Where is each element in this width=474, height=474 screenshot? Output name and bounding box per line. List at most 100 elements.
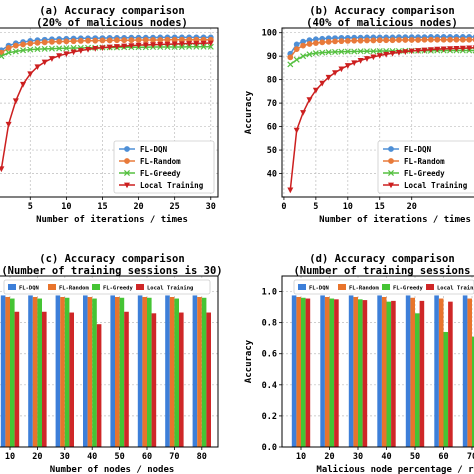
legend-marker-3 xyxy=(387,169,395,177)
bar-series-3 xyxy=(92,298,97,447)
series-2-point xyxy=(5,45,12,51)
series-4-point xyxy=(77,48,84,54)
bar-series-2 xyxy=(169,296,175,447)
series-3-point xyxy=(325,49,332,56)
y-tick-label: 80 xyxy=(267,76,277,86)
y-tick-label: 70 xyxy=(267,99,277,109)
bar-series-1 xyxy=(110,295,115,447)
legend-entry-4: Local Training xyxy=(147,286,193,292)
bar-series-2 xyxy=(197,296,202,447)
bar-series-1 xyxy=(405,295,411,447)
series-3-point xyxy=(5,49,12,56)
series-4-point xyxy=(440,46,447,53)
legend-entry-3: FL-Greedy xyxy=(140,169,181,178)
bar-series-2 xyxy=(115,296,120,447)
series-2-point xyxy=(434,36,441,43)
series-4-point xyxy=(12,98,19,105)
chart-3-plot-area xyxy=(0,276,218,447)
series-2-point xyxy=(56,38,63,45)
bar-series-4 xyxy=(305,298,311,447)
series-4-point xyxy=(421,47,428,54)
y-tick-label: 1.0 xyxy=(262,288,277,298)
series-2-point xyxy=(325,38,332,45)
x-tick-label: 60 xyxy=(438,452,448,462)
series-2-point xyxy=(63,38,70,45)
bar-series-3 xyxy=(472,336,474,447)
bar-series-2 xyxy=(32,296,38,447)
series-3-point xyxy=(319,49,326,56)
series-3-point xyxy=(363,48,371,55)
legend-swatch-2 xyxy=(48,284,56,290)
series-4-point xyxy=(300,110,307,116)
legend-entry-2: FL-Random xyxy=(140,157,181,166)
bar-series-1 xyxy=(320,295,325,447)
series-2-point xyxy=(287,54,294,61)
series-2-point xyxy=(135,37,142,43)
x-tick-label: 20 xyxy=(324,452,334,462)
series-3-point xyxy=(207,43,214,50)
bar-series-4 xyxy=(69,312,74,447)
series-4-point xyxy=(113,44,120,50)
y-tick-label: 100 xyxy=(262,29,277,39)
series-4-point xyxy=(357,57,364,64)
series-2-point xyxy=(332,38,338,45)
bar-series-1 xyxy=(137,295,143,447)
bar-series-2 xyxy=(324,296,330,447)
bar-series-1 xyxy=(55,295,61,447)
legend-marker-1 xyxy=(124,146,130,152)
chart-1-frame xyxy=(0,27,219,198)
y-tick-label: 0.4 xyxy=(262,381,277,391)
series-4-point xyxy=(383,51,390,58)
series-2-point xyxy=(20,41,26,48)
series-4-point xyxy=(157,42,164,48)
series-3-point xyxy=(306,51,313,58)
legend-entry-2: FL-Random xyxy=(59,286,89,292)
series-2-point xyxy=(70,38,77,45)
legend-entry-1: FL-DQN xyxy=(19,286,39,292)
series-4-point xyxy=(370,54,377,61)
series-4-point xyxy=(70,49,77,56)
chart-3-legend: FL-DQN FL-Random FL-Greedy Local Training xyxy=(3,279,211,295)
series-3-point xyxy=(357,48,364,55)
series-4-point xyxy=(41,59,48,66)
series-2-point xyxy=(447,36,453,43)
chart-3: (c) Accuracy comparison(Number of traini… xyxy=(0,253,223,474)
series-4-point xyxy=(164,41,171,48)
bar-series-3 xyxy=(358,299,363,447)
series-2-point xyxy=(85,37,91,44)
legend-swatch-3 xyxy=(382,284,390,290)
bar-series-1 xyxy=(462,295,468,447)
series-3-point xyxy=(27,46,34,53)
series-3-point xyxy=(56,45,63,52)
series-4-point xyxy=(427,47,434,53)
legend-swatch-4 xyxy=(426,284,434,290)
bar-series-4 xyxy=(334,299,339,447)
series-2-point xyxy=(351,37,358,44)
chart-2-x-axis-label: Number of iterations / times xyxy=(319,214,471,225)
series-4-point xyxy=(447,46,454,52)
series-4-point xyxy=(92,46,99,52)
legend-marker-4 xyxy=(124,182,130,189)
series-4-point xyxy=(453,46,460,52)
series-4-point xyxy=(135,42,142,49)
bar-series-1 xyxy=(434,295,439,447)
legend-box xyxy=(377,140,474,194)
x-tick-label: 40 xyxy=(87,452,97,462)
legend-entry-1: FL-DQN xyxy=(309,286,329,292)
series-2-point xyxy=(27,40,34,47)
series-4-point xyxy=(171,41,178,48)
series-2-point xyxy=(466,36,473,43)
chart-4-y-axis-label: Accuracy xyxy=(244,339,254,383)
series-2-point xyxy=(364,37,370,44)
series-4-point xyxy=(0,166,5,173)
bar-series-1 xyxy=(28,295,33,447)
bar-series-3 xyxy=(10,298,15,447)
chart-3-x-axis-label: Number of nodes / nodes xyxy=(50,465,175,474)
series-2-point xyxy=(34,39,41,46)
series-4-point xyxy=(27,71,34,78)
chart-4-plot-area xyxy=(282,276,474,447)
series-2-point xyxy=(396,37,402,43)
y-tick-label: 50 xyxy=(267,146,277,156)
bar-series-4 xyxy=(96,324,102,447)
legend-entry-3: FL-Greedy xyxy=(404,169,445,178)
